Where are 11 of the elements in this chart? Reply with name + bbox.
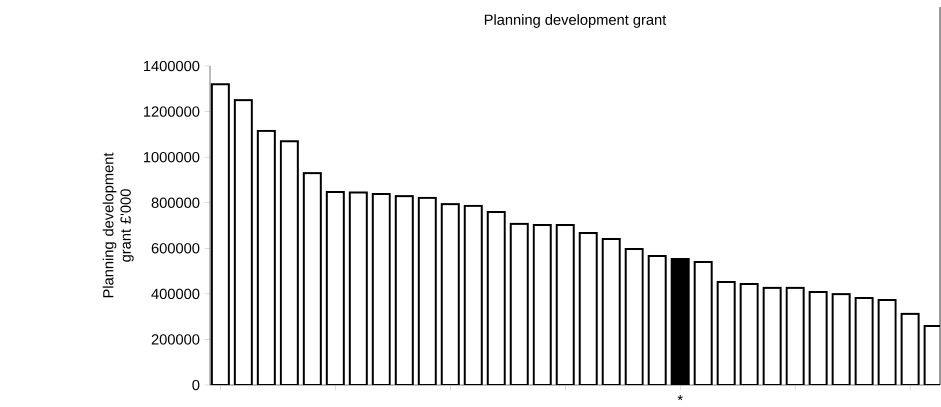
- y-tick-label: 400000: [151, 288, 200, 300]
- y-tick-label: 0: [192, 380, 200, 390]
- y-tick-label: 1200000: [144, 106, 200, 117]
- y-tick-label: 200000: [152, 334, 200, 345]
- x-tick-label: *: [678, 395, 683, 400]
- y-axis-title: Planning development grant £'000: [102, 152, 134, 298]
- y-tick-label: 1000000: [144, 152, 200, 162]
- chart-title: Planning development grant: [484, 14, 666, 28]
- y-tick-label: 600000: [152, 243, 200, 254]
- y-tick-label: 1400000: [144, 60, 200, 72]
- y-tick-label: 800000: [152, 198, 200, 208]
